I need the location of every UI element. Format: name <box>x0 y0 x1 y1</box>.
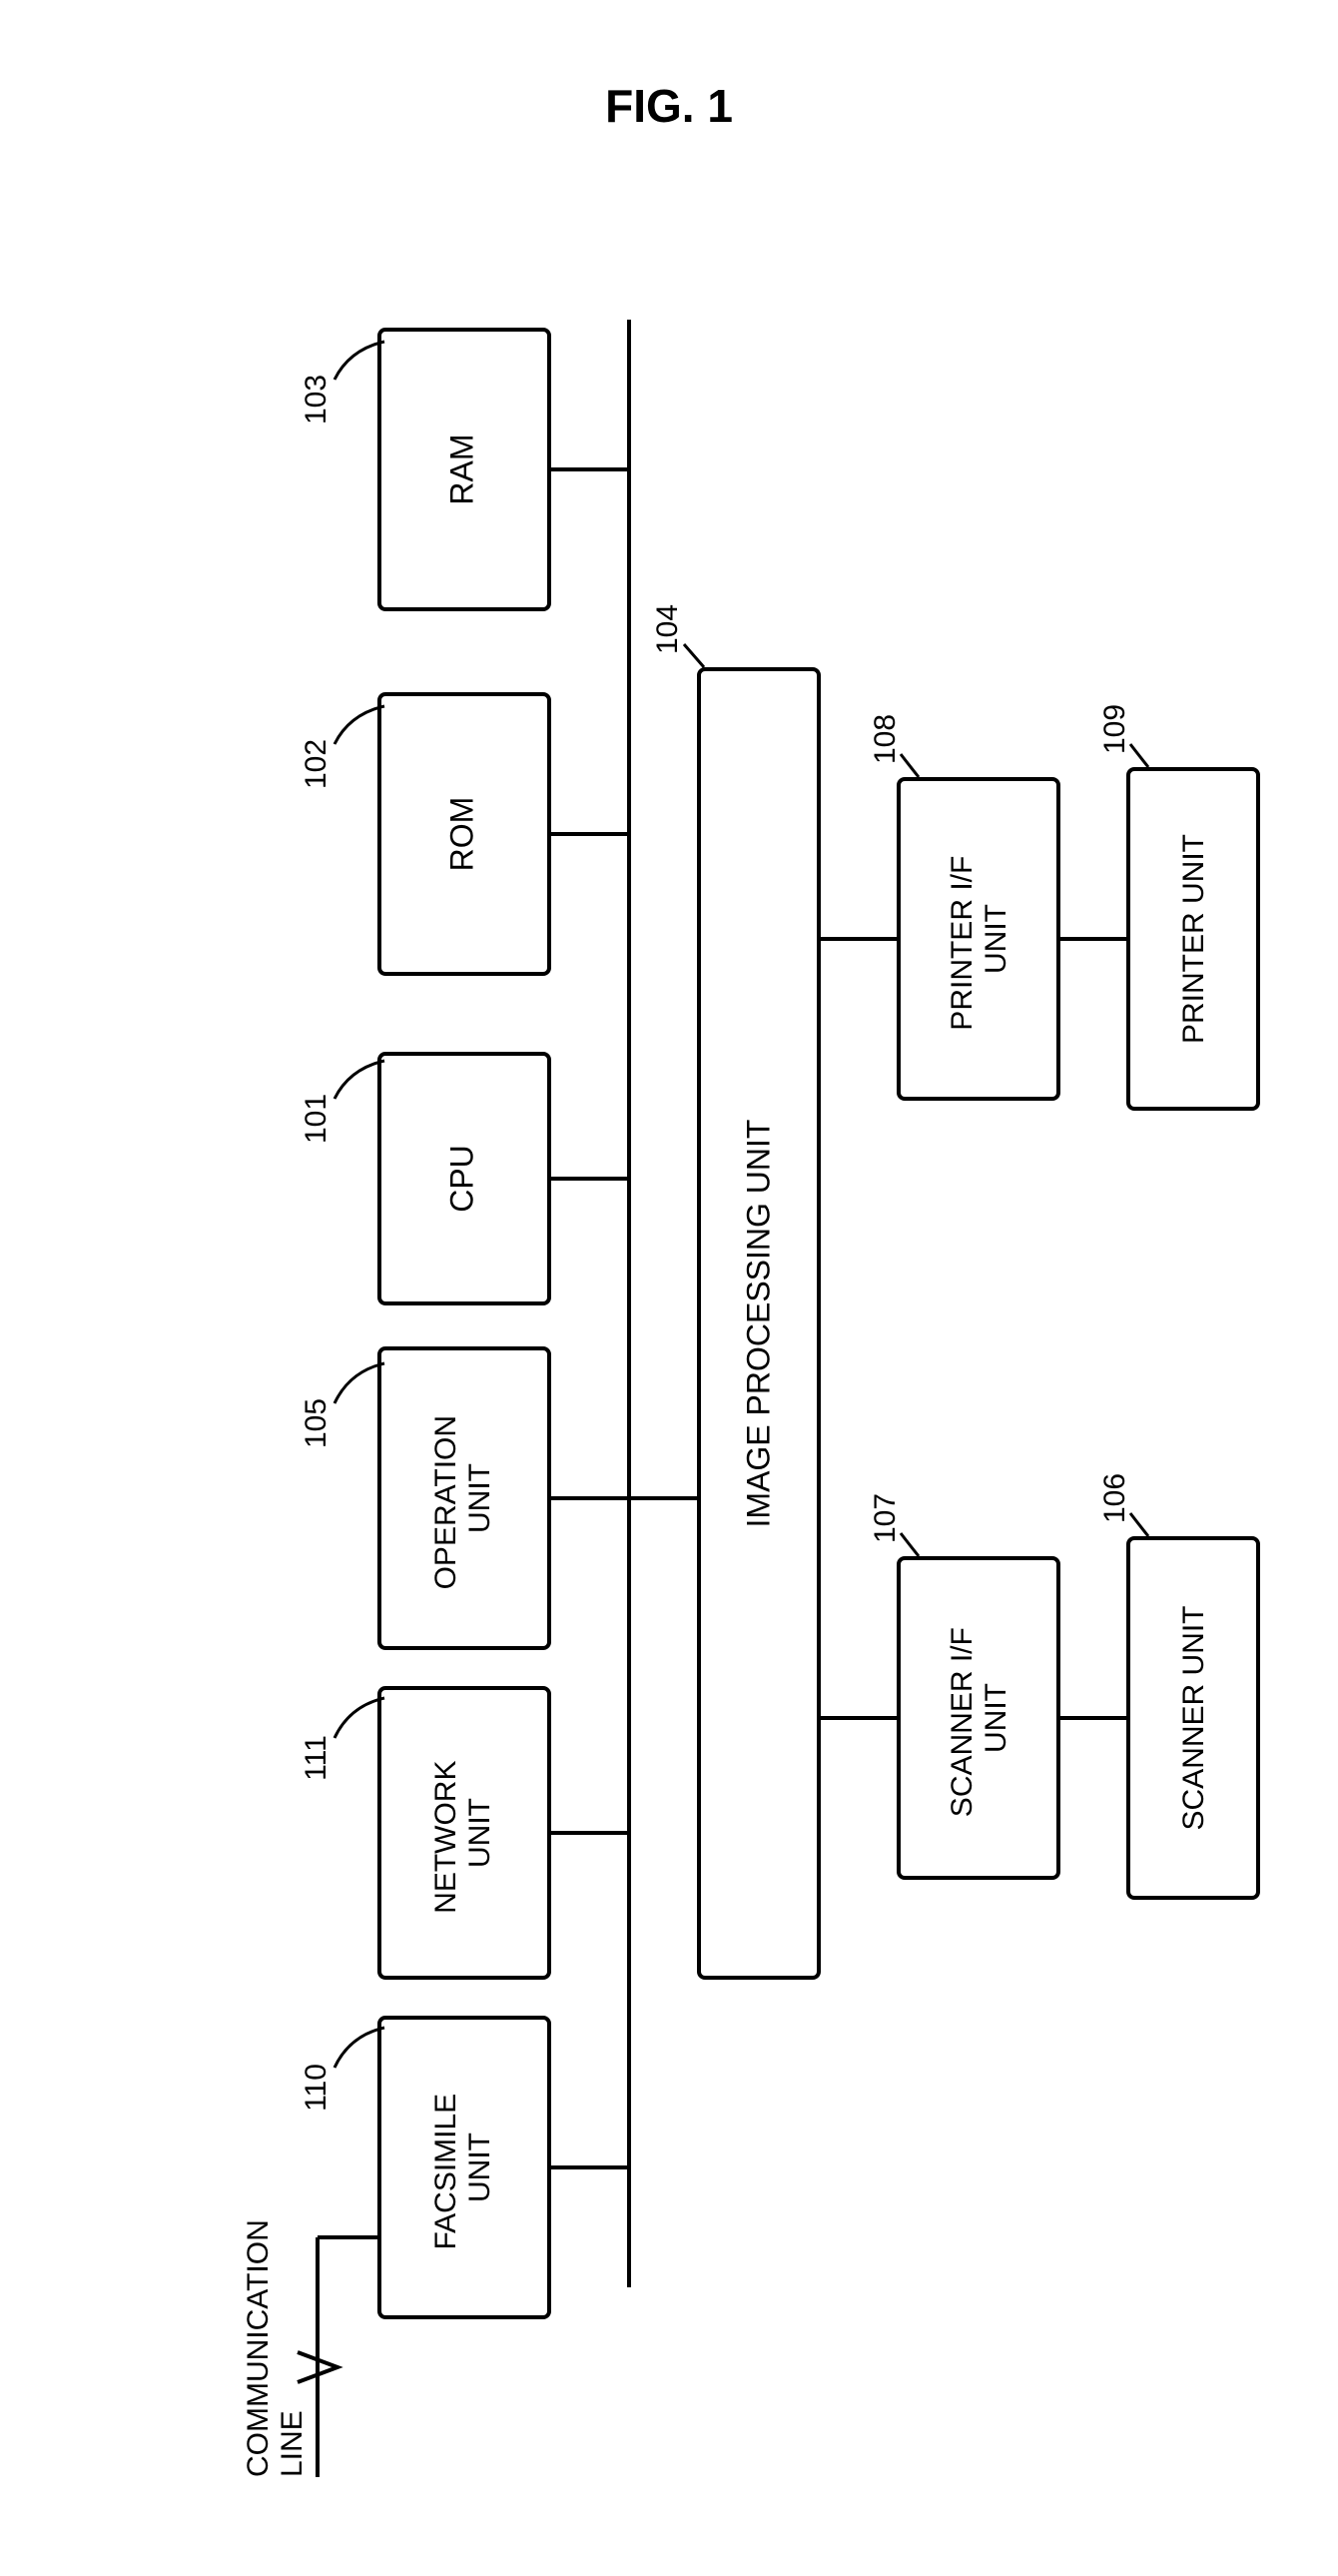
comm-line-label-inner: COMMUNICATION LINE <box>242 2211 309 2477</box>
node-network-unit: NETWORK UNIT 111 <box>300 1688 629 1978</box>
svg-text:ROM: ROM <box>443 797 479 872</box>
node-rom: ROM 102 <box>300 694 629 974</box>
svg-text:SCANNER UNIT: SCANNER UNIT <box>1177 1605 1210 1830</box>
ref-109: 109 <box>1098 704 1131 754</box>
ref-108: 108 <box>869 714 902 764</box>
node-ram: RAM 103 <box>300 330 629 609</box>
svg-text:CPU: CPU <box>443 1145 479 1213</box>
svg-text:RAM: RAM <box>443 433 479 504</box>
block-diagram: FIG. 1 COMMUNICATION LINE FACSIMILE UNIT… <box>0 0 1338 2576</box>
node-operation-unit: OPERATION UNIT 105 <box>300 1348 629 1648</box>
svg-text:IMAGE PROCESSING UNIT: IMAGE PROCESSING UNIT <box>740 1120 776 1528</box>
svg-text:PRINTER UNIT: PRINTER UNIT <box>1177 834 1210 1044</box>
node-printer-unit: PRINTER UNIT 109 <box>1098 704 1258 1109</box>
node-cpu: CPU 101 <box>300 1054 629 1303</box>
ref-102: 102 <box>300 739 333 789</box>
node-scanner-unit: SCANNER UNIT 106 <box>1098 1473 1258 1898</box>
ref-106: 106 <box>1098 1473 1131 1523</box>
node-facsimile-unit: FACSIMILE UNIT 110 <box>300 2018 629 2317</box>
ref-103: 103 <box>300 375 333 425</box>
node-printer-if-unit: PRINTER I/F UNIT 108 <box>869 714 1058 1099</box>
ref-107: 107 <box>869 1493 902 1543</box>
figure-title: FIG. 1 <box>605 80 733 132</box>
ref-101: 101 <box>300 1094 333 1144</box>
node-image-processing-unit: IMAGE PROCESSING UNIT 104 <box>651 604 819 1978</box>
node-scanner-if-unit: SCANNER I/F UNIT 107 <box>869 1493 1058 1878</box>
ref-105: 105 <box>300 1398 333 1448</box>
ref-110: 110 <box>300 2064 333 2112</box>
ref-104: 104 <box>651 604 684 654</box>
ref-111: 111 <box>300 1735 333 1781</box>
